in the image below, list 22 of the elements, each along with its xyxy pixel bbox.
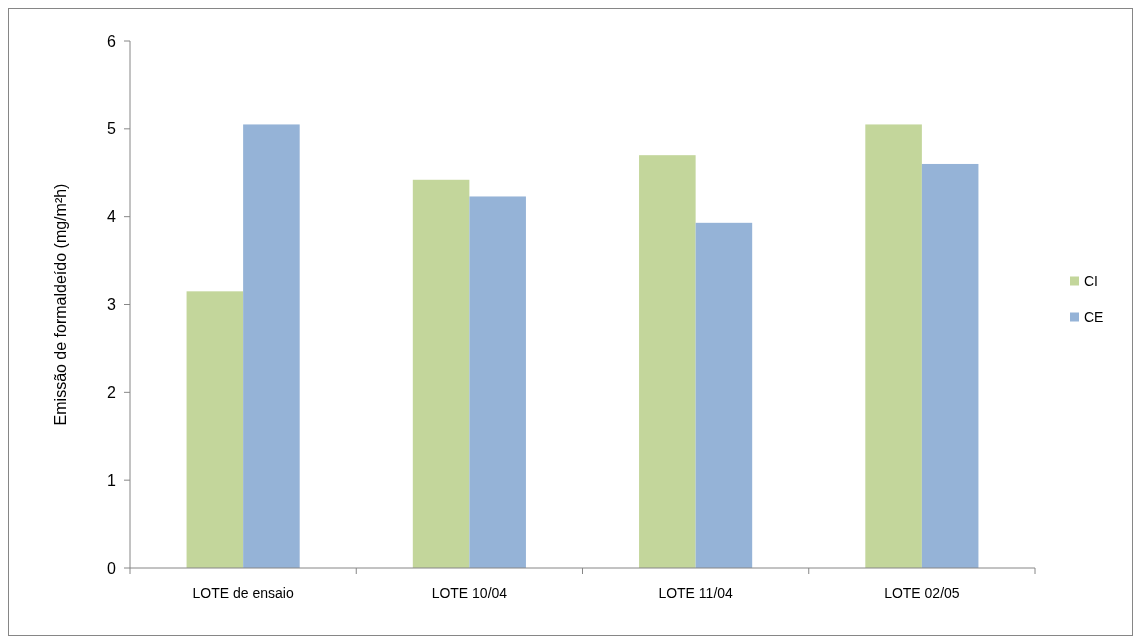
bar (639, 155, 696, 568)
bar (412, 179, 470, 568)
bar (865, 124, 922, 568)
bar (469, 196, 526, 568)
x-tick-label: LOTE 11/04 (658, 585, 734, 601)
x-tick-label: LOTE 10/04 (431, 585, 508, 601)
legend-label: CI (1084, 273, 1098, 290)
bar (921, 163, 979, 568)
y-tick-label: 1 (107, 471, 117, 489)
x-tick-label: LOTE 02/05 (884, 585, 960, 601)
y-tick-label: 3 (107, 296, 117, 314)
y-axis-title: Emissão de formaldeído (mg/m²h) (52, 183, 69, 426)
y-tick-label: 5 (107, 120, 117, 138)
y-tick-label: 6 (107, 32, 117, 50)
x-tick-label: LOTE de ensaio (192, 585, 294, 601)
y-tick-label: 0 (107, 559, 117, 577)
y-tick-label: 4 (107, 208, 117, 226)
bar (186, 291, 244, 568)
legend-label: CE (1084, 309, 1104, 326)
bar (243, 124, 300, 568)
y-tick-label: 2 (107, 383, 117, 401)
bar (695, 222, 753, 568)
